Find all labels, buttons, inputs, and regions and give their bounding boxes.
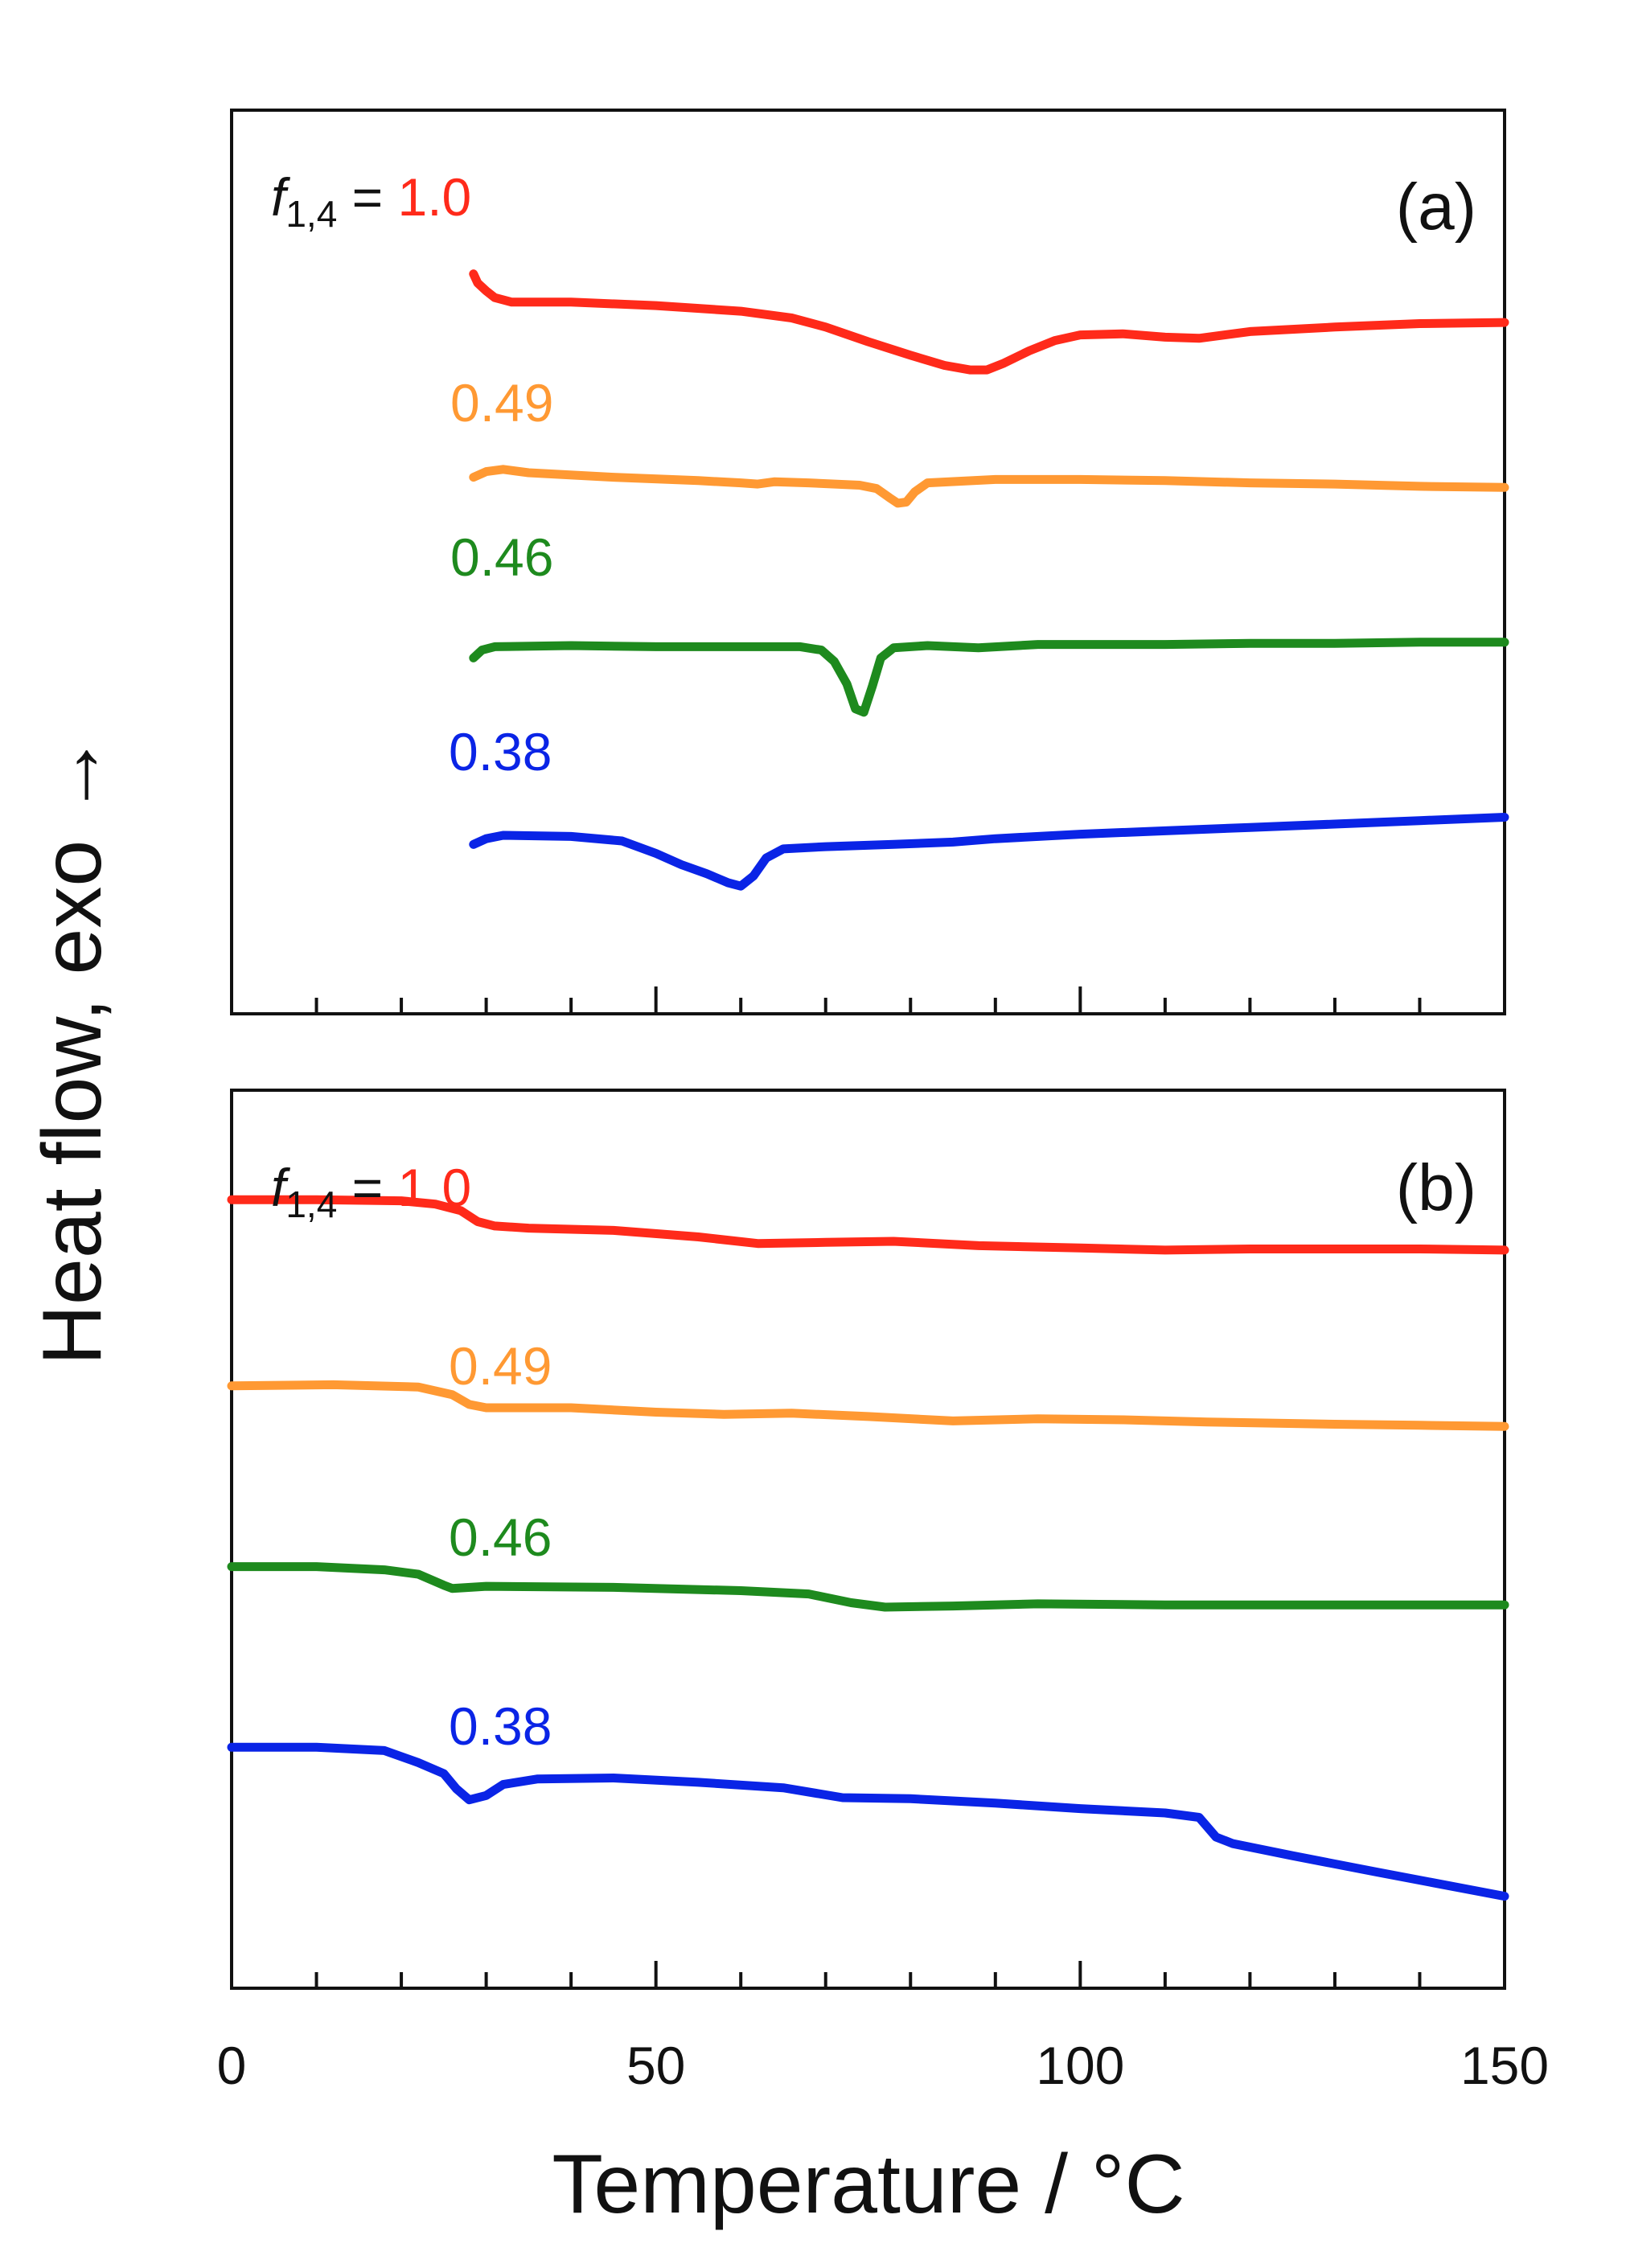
panel-b-series [227, 1195, 1509, 1901]
panel-b-frame [230, 1089, 1506, 1990]
x-tick-label-100: 100 [1036, 2036, 1124, 2095]
panel-b-legend-1-0: 1.0 [398, 1158, 472, 1217]
panel-a-series-1-0 [469, 269, 1509, 375]
panel-a: (a) f1,4 = 1.0 0.49 0.46 0.38 [230, 109, 1509, 1015]
panel-a-annotation-0-46: 0.46 [450, 527, 553, 587]
panel-a-f-subscript: 1,4 [285, 193, 337, 235]
panel-b-series-0-38 [227, 1742, 1509, 1901]
panel-b-annotation-0-49: 0.49 [449, 1336, 552, 1396]
panel-b-series-0-46 [227, 1562, 1509, 1612]
x-tick-label-50: 50 [626, 2036, 685, 2095]
panel-b-label: (b) [1396, 1151, 1476, 1224]
x-tick-label-150: 150 [1460, 2036, 1549, 2095]
panel-a-annotation-0-49: 0.49 [450, 373, 553, 433]
panel-a-annotation-0-38: 0.38 [449, 722, 552, 781]
panel-a-series-0-46 [469, 638, 1509, 717]
panel-a-label: (a) [1396, 170, 1476, 244]
y-axis-title: Heat flow, exo → [26, 733, 119, 1365]
panel-a-series-0-49 [469, 465, 1509, 508]
panel-b-equals: = [337, 1158, 397, 1217]
x-tick-labels: 0 50 100 150 [217, 2036, 1549, 2095]
panel-b-annotation-0-38: 0.38 [449, 1696, 552, 1756]
panel-a-series [469, 269, 1509, 891]
panel-b-series-0-49 [227, 1380, 1509, 1431]
x-axis-title: Temperature / °C [552, 2138, 1185, 2231]
panel-a-legend-1-0: 1.0 [398, 167, 472, 227]
panel-a-series-0-38 [469, 813, 1509, 891]
panel-b-x-ticks [314, 1961, 1422, 1988]
panel-b-legend-title: f1,4 = 1.0 [271, 1158, 471, 1225]
panel-b-series-1-0 [227, 1195, 1509, 1255]
panel-a-frame [230, 109, 1506, 1015]
panel-b: (b) f1,4 = 1.0 0.49 0.46 0.38 [227, 1089, 1509, 1990]
panel-a-equals: = [337, 167, 397, 227]
x-tick-label-0: 0 [217, 2036, 247, 2095]
panel-a-x-ticks [314, 986, 1422, 1014]
panel-a-legend-title: f1,4 = 1.0 [271, 167, 471, 235]
panel-b-f-subscript: 1,4 [285, 1183, 337, 1225]
panel-b-annotation-0-46: 0.46 [449, 1507, 552, 1567]
